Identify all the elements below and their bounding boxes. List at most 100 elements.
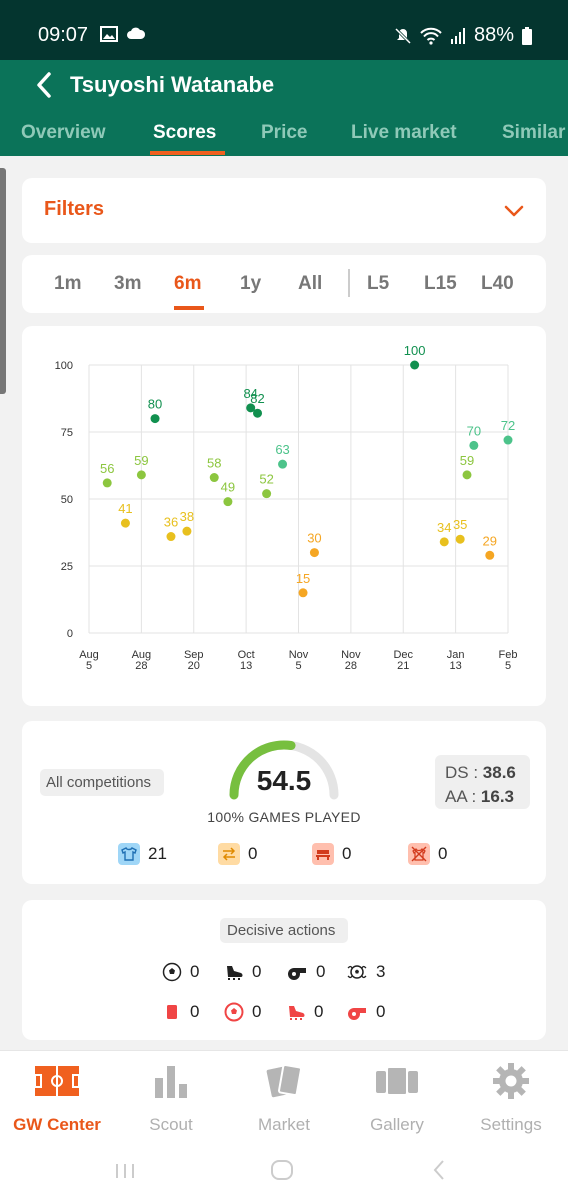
data-label: 100 — [404, 343, 426, 358]
data-point — [462, 470, 472, 480]
data-label: 63 — [275, 442, 289, 457]
x-tick-label: Sep — [184, 649, 204, 661]
x-tick-label: 13 — [450, 660, 462, 672]
nav-gallery[interactable]: Gallery — [340, 1061, 454, 1135]
filters-label: Filters — [44, 198, 105, 220]
aa-value: 16.3 — [480, 787, 515, 806]
data-point — [182, 526, 192, 536]
x-tick-label: 21 — [397, 660, 409, 672]
x-tick-label: 20 — [188, 660, 200, 672]
data-label: 82 — [250, 391, 264, 406]
period-l15[interactable]: L15 — [424, 273, 457, 294]
x-tick-label: Aug — [79, 649, 99, 661]
app-header: Tsuyoshi Watanabe Overview Scores Price … — [0, 60, 568, 156]
y-tick-label: 75 — [61, 427, 73, 439]
scroll-handle[interactable] — [0, 168, 6, 394]
tab-overview[interactable]: Overview — [21, 122, 106, 143]
ds-aa-box: DS : 38.6 AA : 16.3 — [435, 755, 530, 809]
nav-market[interactable]: Market — [227, 1061, 341, 1135]
action-assists: 0 — [224, 962, 261, 982]
period-3m[interactable]: 3m — [114, 273, 142, 294]
count-substitute: 0 — [218, 843, 257, 865]
x-tick-label: Oct — [238, 649, 255, 661]
data-label: 35 — [453, 517, 467, 532]
x-tick-label: Aug — [132, 649, 152, 661]
data-label: 29 — [483, 533, 497, 548]
data-label: 59 — [134, 453, 148, 468]
period-l40[interactable]: L40 — [481, 273, 514, 294]
data-label: 41 — [118, 501, 132, 516]
home-icon[interactable] — [270, 1159, 294, 1181]
period-1m[interactable]: 1m — [54, 273, 82, 294]
tab-similar[interactable]: Similar — [502, 122, 566, 143]
goal-icon — [162, 962, 182, 982]
tab-price[interactable]: Price — [261, 122, 308, 143]
data-label: 52 — [259, 472, 273, 487]
page-title: Tsuyoshi Watanabe — [70, 72, 275, 97]
period-l5[interactable]: L5 — [367, 273, 390, 294]
gear-icon — [454, 1061, 568, 1101]
count-not-in-squad: 0 — [408, 843, 447, 865]
nav-scout[interactable]: Scout — [114, 1061, 228, 1135]
period-selector: 1m 3m 6m 1y All L5 L15 L40 — [22, 255, 546, 313]
decisive-actions-label: Decisive actions — [220, 918, 348, 943]
data-point — [223, 497, 233, 507]
data-label: 36 — [164, 515, 178, 530]
x-tick-label: 5 — [86, 660, 92, 672]
bottom-nav: GW Center Scout Market Gallery Settings — [0, 1050, 568, 1149]
x-tick-label: 5 — [505, 660, 511, 672]
tab-scores[interactable]: Scores — [153, 122, 217, 143]
shirt-icon — [118, 843, 140, 865]
system-nav-bar — [0, 1149, 568, 1199]
x-tick-label: Nov — [289, 649, 309, 661]
active-tab-indicator — [150, 151, 225, 155]
average-score-gauge — [229, 740, 339, 800]
back-nav-icon[interactable] — [432, 1159, 446, 1181]
nav-label: Settings — [480, 1115, 542, 1134]
data-point — [309, 548, 319, 558]
x-tick-label: 5 — [295, 660, 301, 672]
x-tick-label: 28 — [345, 660, 357, 672]
nav-label: Gallery — [370, 1115, 424, 1134]
data-point — [136, 470, 146, 480]
average-score: 54.5 — [256, 765, 312, 796]
data-label: 84 — [243, 386, 257, 401]
cards-icon — [227, 1061, 341, 1101]
nav-label: Market — [258, 1115, 310, 1134]
action-penalty-conceded: 0 — [346, 1002, 385, 1022]
nav-gw-center[interactable]: GW Center — [0, 1061, 114, 1135]
active-period-indicator — [174, 306, 204, 310]
period-1y[interactable]: 1y — [240, 273, 262, 294]
count-played: 21 — [118, 843, 167, 865]
nav-label: GW Center — [13, 1115, 101, 1134]
data-point — [120, 518, 130, 528]
pitch-icon — [0, 1061, 114, 1101]
battery-icon — [522, 26, 532, 45]
period-all[interactable]: All — [298, 273, 323, 294]
action-own-goal: 0 — [224, 1002, 261, 1022]
not-in-squad-icon — [408, 843, 430, 865]
data-label: 58 — [207, 456, 221, 471]
summary-card: All competitions 54.5 100% GAMES PLAYED … — [22, 721, 546, 884]
count-bench: 0 — [312, 843, 351, 865]
y-tick-label: 25 — [61, 561, 73, 573]
substitution-icon — [218, 843, 240, 865]
bench-icon — [312, 843, 334, 865]
tab-live-market[interactable]: Live market — [351, 122, 457, 143]
period-6m[interactable]: 6m — [174, 273, 202, 294]
recents-icon[interactable] — [114, 1161, 136, 1181]
back-arrow-icon[interactable] — [30, 70, 60, 100]
nav-settings[interactable]: Settings — [454, 1061, 568, 1135]
x-tick-label: Dec — [393, 649, 413, 661]
red-card-icon — [167, 1005, 177, 1019]
data-point — [253, 408, 263, 418]
competition-pill[interactable]: All competitions — [40, 769, 164, 796]
action-goals: 0 — [162, 962, 199, 982]
ds-value: 38.6 — [482, 763, 516, 782]
filters-card[interactable]: Filters — [22, 178, 546, 243]
penalty-conceded-whistle-icon — [348, 1008, 366, 1020]
action-penalty-won: 0 — [286, 962, 325, 982]
chevron-down-icon[interactable] — [504, 201, 524, 221]
period-divider — [348, 269, 350, 297]
data-point — [439, 537, 449, 547]
